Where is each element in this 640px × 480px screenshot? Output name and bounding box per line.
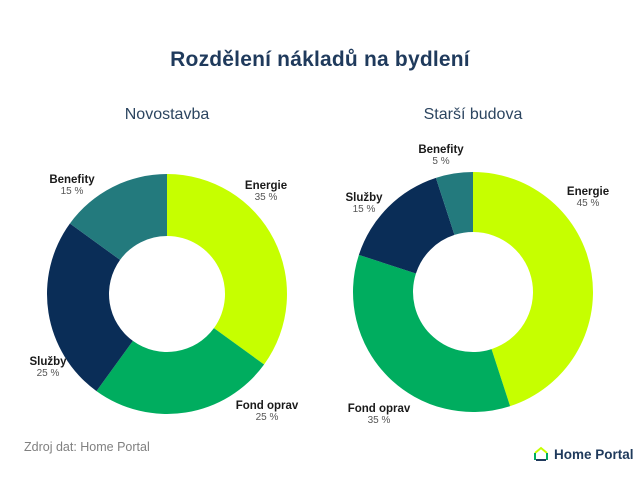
chart-title: Rozdělení nákladů na bydlení xyxy=(170,48,470,71)
brand-name: Home Portal xyxy=(554,446,634,462)
slice-fond-oprav xyxy=(96,328,265,414)
donut-starsi-budova xyxy=(353,172,594,412)
slice-služby xyxy=(358,177,455,274)
slice-fond-oprav xyxy=(353,254,511,412)
label-energie-right: Energie 45 % xyxy=(566,186,610,209)
subtitle-starsi-budova: Starší budova xyxy=(423,106,523,123)
donut-novostavba xyxy=(47,174,288,414)
label-fond-left: Fond oprav 25 % xyxy=(235,400,299,423)
slice-energie xyxy=(167,174,288,365)
label-benefity-left: Benefity 15 % xyxy=(49,174,95,197)
slice-benefity xyxy=(435,172,473,235)
label-energie-left: Energie 35 % xyxy=(244,180,288,203)
label-sluzby-left: Služby 25 % xyxy=(29,356,67,379)
data-source: Zdroj dat: Home Portal xyxy=(24,440,150,454)
label-sluzby-right: Služby 15 % xyxy=(345,192,383,215)
slice-služby xyxy=(47,223,133,392)
subtitle-novostavba: Novostavba xyxy=(124,106,210,123)
brand-logo: Home Portal xyxy=(533,446,634,462)
slice-energie xyxy=(473,172,594,407)
label-benefity-right: Benefity 5 % xyxy=(418,144,464,167)
house-icon xyxy=(534,446,548,461)
slice-benefity xyxy=(69,174,167,260)
label-fond-right: Fond oprav 35 % xyxy=(347,403,411,426)
